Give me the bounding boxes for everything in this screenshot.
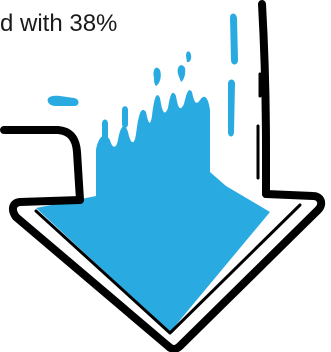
arrow-head-edge [8, 190, 326, 352]
liquid-splash-2 [177, 65, 186, 82]
liquid-splash-3 [186, 51, 192, 63]
arrow-shaft-left-edge [0, 126, 84, 204]
liquid-splash-6 [47, 95, 79, 106]
liquid-splash-8 [122, 106, 128, 128]
caption-text: d with 38% [0, 10, 118, 37]
liquid-body [36, 90, 270, 332]
liquid-splash-4 [230, 13, 238, 65]
liquid-splash-1 [153, 67, 161, 86]
arrow-head-inner-edge [34, 203, 302, 335]
liquid-splash-5 [228, 79, 235, 137]
liquid-fill [36, 13, 270, 332]
liquid-splash-7 [102, 119, 108, 145]
